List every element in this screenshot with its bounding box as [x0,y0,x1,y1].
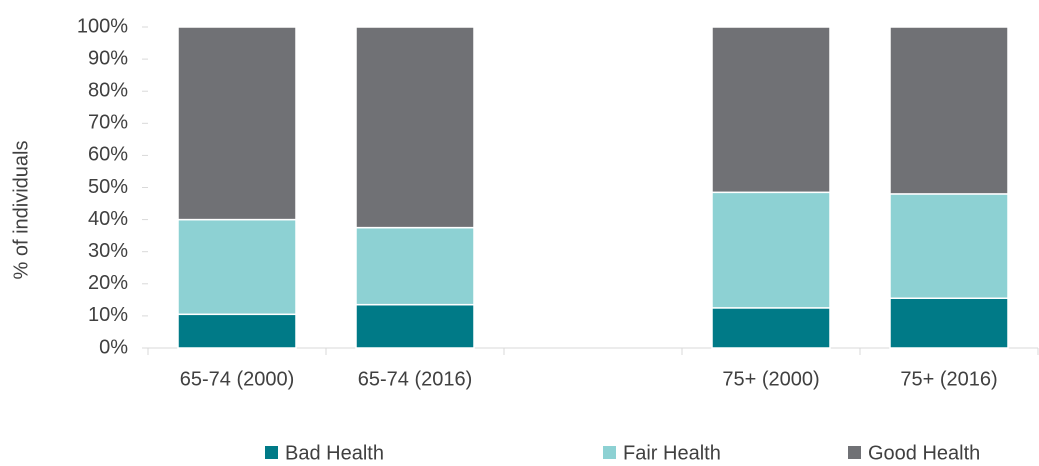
x-tick-label: 65-74 (2000) [180,368,295,390]
legend-swatch [265,446,278,459]
bar-segment [177,26,297,221]
y-tick-label: 40% [88,208,128,230]
bar-segment [889,26,1009,195]
y-tick-label: 30% [88,240,128,262]
y-tick-label: 70% [88,112,128,134]
x-tick-label: 75+ (2016) [900,368,997,390]
bar-segment [177,218,297,316]
bar-segment [889,193,1009,299]
bar-segment [355,303,475,349]
bar-segment [711,26,831,194]
x-tick-label: 65-74 (2016) [358,368,473,390]
y-tick-label: 100% [77,15,128,37]
bar-segment [889,297,1009,349]
y-axis-label: % of individuals [10,141,32,280]
bar-segment [711,191,831,309]
legend-label: Bad Health [285,442,384,464]
y-tick-label: 90% [88,47,128,69]
y-tick-label: 80% [88,79,128,101]
legend-label: Good Health [868,442,980,464]
y-tick-label: 60% [88,144,128,166]
bar-segment [355,26,475,229]
legend-swatch [603,446,616,459]
bar-segment [355,226,475,306]
y-tick-label: 20% [88,272,128,294]
y-tick-label: 10% [88,304,128,326]
legend-swatch [848,446,861,459]
bar-segment [711,307,831,349]
legend-label: Fair Health [623,442,721,464]
y-tick-label: 50% [88,176,128,198]
x-tick-label: 75+ (2000) [722,368,819,390]
bar-segment [177,313,297,349]
y-tick-label: 0% [99,336,128,358]
